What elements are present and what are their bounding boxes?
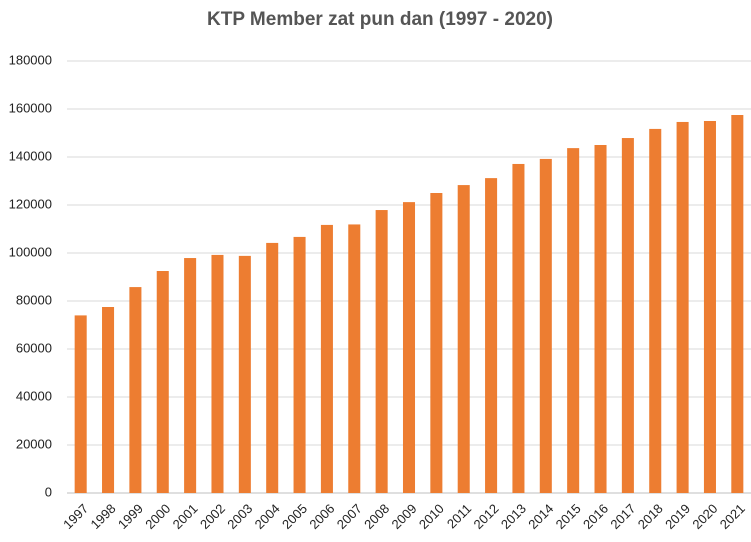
- bar: [238, 255, 251, 493]
- bar: [731, 115, 744, 493]
- x-tick-label: 2006: [306, 501, 337, 532]
- x-tick-label: 1999: [115, 501, 146, 532]
- bar: [594, 145, 607, 493]
- bar: [539, 158, 552, 494]
- x-tick-label: 2011: [444, 501, 474, 531]
- x-tick-label: 2015: [553, 501, 584, 532]
- x-tick-label: 2013: [498, 501, 529, 532]
- x-tick-label: 2014: [525, 501, 556, 532]
- x-tick-label: 2018: [635, 501, 666, 532]
- bar: [457, 185, 470, 493]
- x-tick-label: 2002: [197, 501, 228, 532]
- bar: [184, 258, 197, 493]
- bar: [512, 163, 525, 493]
- x-tick-label: 2020: [689, 501, 720, 532]
- y-tick-label: 100000: [9, 244, 52, 259]
- x-tick-label: 2012: [471, 501, 502, 532]
- x-tick-label: 2016: [580, 501, 611, 532]
- y-tick-label: 0: [45, 484, 52, 499]
- bar: [676, 121, 689, 494]
- x-tick-label: 2010: [416, 501, 447, 532]
- y-tick-label: 120000: [9, 196, 52, 211]
- chart-title: KTP Member zat pun dan (1997 - 2020): [207, 9, 553, 30]
- bar: [293, 236, 306, 494]
- x-tick-label: 2008: [361, 501, 392, 532]
- y-tick-label: 140000: [9, 148, 52, 163]
- bar: [74, 315, 87, 493]
- bar: [156, 271, 169, 493]
- bar: [211, 254, 224, 493]
- y-tick-label: 20000: [16, 436, 52, 451]
- x-tick-label: 1997: [60, 501, 91, 532]
- x-tick-label: 2007: [334, 501, 365, 532]
- x-tick-label: 2001: [170, 501, 201, 532]
- y-tick-label: 40000: [16, 388, 52, 403]
- bar: [129, 287, 142, 493]
- bar: [649, 128, 662, 494]
- bar: [102, 307, 115, 493]
- x-tick-label: 2019: [662, 501, 693, 532]
- x-tick-label: 2003: [224, 501, 255, 532]
- bar: [402, 202, 416, 493]
- bar: [375, 210, 388, 494]
- x-tick-label: 2017: [607, 501, 638, 532]
- x-tick-label: 2021: [717, 501, 748, 532]
- y-tick-label: 60000: [16, 340, 52, 355]
- y-tick-label: 80000: [16, 292, 52, 307]
- bar: [430, 193, 443, 493]
- x-tick-label: 1998: [88, 501, 119, 532]
- x-tick-label: 2004: [252, 501, 283, 532]
- bar: [567, 148, 580, 493]
- y-tick-label: 160000: [9, 100, 52, 115]
- bar: [621, 138, 634, 494]
- bar: [348, 224, 361, 493]
- bar: [266, 242, 279, 493]
- x-tick-label: 2009: [388, 501, 419, 532]
- y-tick-label: 180000: [9, 52, 52, 67]
- bar: [485, 178, 498, 493]
- x-tick-label: 2000: [142, 501, 173, 532]
- bar: [320, 224, 333, 494]
- bar: [703, 121, 716, 493]
- x-tick-label: 2005: [279, 501, 310, 532]
